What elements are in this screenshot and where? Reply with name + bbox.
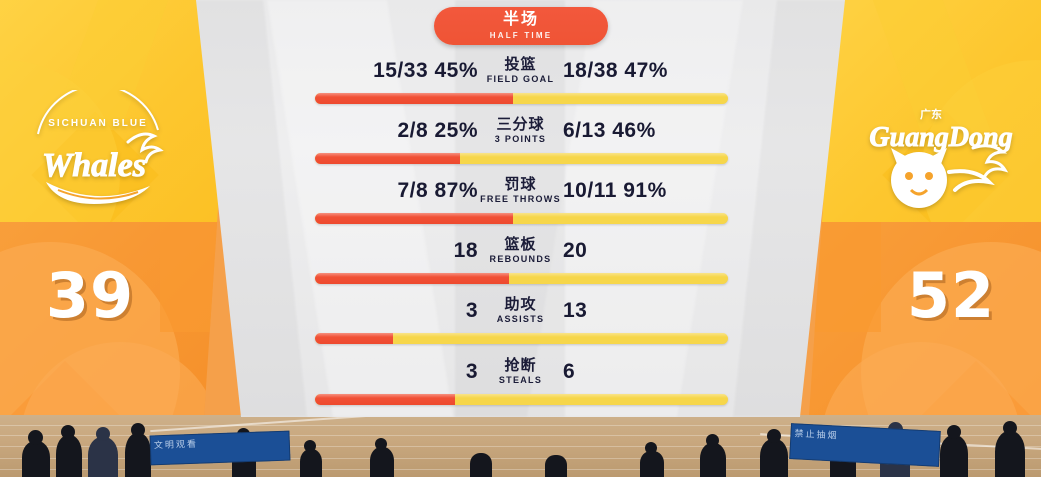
team-right-logo: 广东 GuangDong — [853, 90, 1033, 210]
stat-left-value: 3 — [465, 299, 478, 322]
stat-label-cn: 抢断 — [504, 357, 537, 374]
stat-label-en: 3 POINTS — [494, 133, 547, 144]
stat-label-en: FREE THROWS — [480, 193, 561, 204]
stat-bar-left-fill — [315, 213, 514, 224]
svg-text:GuangDong: GuangDong — [869, 122, 1012, 153]
stat-right-value: 13 — [563, 299, 588, 322]
stat-label: 抢断 STEALS — [0, 358, 1041, 385]
stat-rows-container: 15/33 45% 18/38 47% 投篮 FIELD GOAL 2/8 25% 6/1… — [0, 55, 1041, 416]
stat-right-value: 6 — [563, 360, 576, 383]
stat-row: 15/33 45% 18/38 47% 投篮 FIELD GOAL — [0, 55, 1041, 115]
stat-label: 篮板 REBOUNDS — [0, 237, 1041, 264]
stat-label: 罚球 FREE THROWS — [0, 177, 1041, 204]
stat-row: 2/8 25% 6/13 46% 三分球 3 POINTS — [0, 115, 1041, 175]
left-team-panel-background — [0, 0, 232, 415]
stat-comparison-bar — [315, 333, 728, 344]
stat-bar-sheen — [315, 93, 728, 97]
stat-label-en: ASSISTS — [496, 313, 545, 324]
stat-bar-left-fill — [315, 273, 510, 284]
stat-comparison-bar — [315, 394, 728, 405]
venue-banner-left-text: 文明观看 — [153, 438, 199, 451]
stat-bar-left-fill — [315, 93, 514, 104]
svg-text:Whales: Whales — [42, 147, 146, 184]
team-left-score: 39 — [45, 258, 135, 332]
period-badge: 半场 HALF TIME — [434, 7, 608, 45]
stat-label-en: REBOUNDS — [489, 253, 552, 264]
stat-bar-sheen — [315, 394, 728, 398]
stat-row: 3 6 抢断 STEALS — [0, 356, 1041, 416]
stat-row: 7/8 87% 10/11 91% 罚球 FREE THROWS — [0, 175, 1041, 235]
venue-banner-right: 禁止抽烟 — [789, 423, 941, 467]
stat-bar-left-fill — [315, 153, 460, 164]
stat-label-cn: 篮板 — [504, 236, 537, 253]
stats-panel-shading — [196, 0, 845, 417]
stat-label: 三分球 3 POINTS — [0, 117, 1041, 144]
stat-row: 18 20 篮板 REBOUNDS — [0, 235, 1041, 295]
stat-values: 15/33 45% 18/38 47% 投篮 FIELD GOAL — [0, 55, 1041, 91]
right-panel-lower — [809, 222, 1041, 415]
stat-comparison-bar — [315, 273, 728, 284]
stat-label-en: STEALS — [498, 374, 543, 385]
stat-bar-sheen — [315, 333, 728, 337]
court-crowd-backdrop: 文明观看 禁止抽烟 — [0, 415, 1041, 477]
team-left-logo: SICHUAN BLUE Whales — [8, 90, 188, 210]
stat-comparison-bar — [315, 93, 728, 104]
stat-left-value: 7/8 87% — [397, 179, 478, 202]
stat-comparison-bar — [315, 213, 728, 224]
team-left: SICHUAN BLUE Whales 39 — [0, 0, 232, 415]
stat-left-value: 2/8 25% — [397, 119, 478, 142]
stat-bar-sheen — [315, 153, 728, 157]
stat-left-value: 18 — [453, 239, 478, 262]
stat-values: 3 6 抢断 STEALS — [0, 356, 1041, 392]
stat-label: 助攻 ASSISTS — [0, 297, 1041, 324]
stat-bar-sheen — [315, 213, 728, 217]
team-right: 广东 GuangDong 52 — [809, 0, 1041, 415]
venue-banner-left: 文明观看 — [149, 430, 291, 466]
stat-label: 投篮 FIELD GOAL — [0, 57, 1041, 84]
stat-bar-left-fill — [315, 333, 394, 344]
stat-left-value: 3 — [465, 360, 478, 383]
stat-left-value: 15/33 45% — [373, 59, 478, 82]
stat-right-value: 6/13 46% — [563, 119, 656, 142]
stat-values: 7/8 87% 10/11 91% 罚球 FREE THROWS — [0, 175, 1041, 211]
period-label-en: HALF TIME — [489, 31, 553, 40]
stats-panel-background — [196, 0, 845, 417]
stat-right-value: 10/11 91% — [563, 179, 667, 202]
svg-text:广东: 广东 — [920, 107, 942, 121]
stat-values: 2/8 25% 6/13 46% 三分球 3 POINTS — [0, 115, 1041, 151]
stat-values: 3 13 助攻 ASSISTS — [0, 295, 1041, 331]
stat-label-cn: 投篮 — [504, 56, 537, 73]
stat-label-cn: 助攻 — [504, 296, 537, 313]
left-panel-lower — [0, 222, 232, 415]
team-right-score: 52 — [906, 258, 996, 332]
stat-right-value: 18/38 47% — [563, 59, 668, 82]
svg-text:SICHUAN BLUE: SICHUAN BLUE — [48, 118, 148, 129]
stat-label-cn: 罚球 — [504, 176, 537, 193]
decor-block — [809, 222, 881, 332]
stat-label-cn: 三分球 — [496, 116, 545, 133]
stat-bar-sheen — [315, 273, 728, 277]
stat-bar-left-fill — [315, 394, 456, 405]
stat-values: 18 20 篮板 REBOUNDS — [0, 235, 1041, 271]
stat-right-value: 20 — [563, 239, 588, 262]
right-team-panel-background — [809, 0, 1041, 415]
venue-banner-right-text: 禁止抽烟 — [794, 428, 839, 441]
stat-row: 3 13 助攻 ASSISTS — [0, 295, 1041, 355]
period-label-cn: 半场 — [502, 11, 539, 28]
stat-comparison-bar — [315, 153, 728, 164]
stat-label-en: FIELD GOAL — [486, 73, 555, 84]
